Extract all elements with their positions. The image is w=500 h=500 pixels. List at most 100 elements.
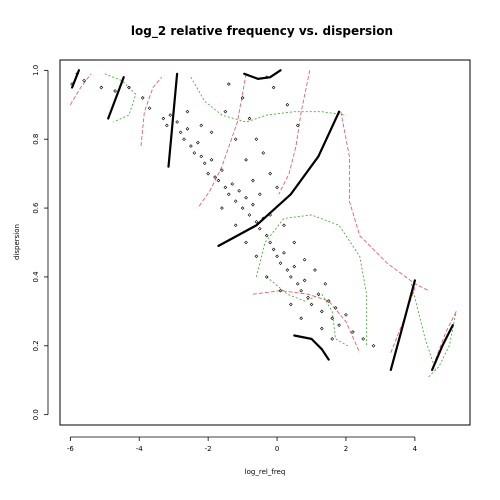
data-point [252,203,255,206]
data-point [186,127,189,130]
data-point [286,103,289,106]
data-point [362,338,365,341]
data-point [248,214,251,217]
red-band-line [341,112,429,291]
data-point [200,124,203,127]
chart-title: log_2 relative frequency vs. dispersion [131,24,393,39]
data-point [231,183,234,186]
data-point [245,158,248,161]
data-point [345,313,348,316]
data-point [176,121,179,124]
data-point [255,138,258,141]
data-point [300,317,303,320]
green-band-line [191,77,346,122]
data-point [227,83,230,86]
data-point [186,110,189,113]
x-tick-label: 0 [275,445,279,453]
data-point [314,269,317,272]
fit-line [169,74,178,167]
data-point [320,310,323,313]
data-point [286,269,289,272]
red-band-line [198,74,246,208]
data-point [245,241,248,244]
data-point [258,227,261,230]
data-point [190,145,193,148]
data-point [162,117,165,120]
data-point [372,344,375,347]
plot-frame [60,60,470,425]
fit-lines [72,70,453,370]
data-point [252,179,255,182]
data-point [193,152,196,155]
x-tick-label: 4 [413,445,418,453]
data-point [100,86,103,89]
y-tick-label: 0.4 [32,271,40,283]
data-point [196,141,199,144]
data-point [210,131,213,134]
fit-line [432,325,453,370]
data-point [210,158,213,161]
y-tick-label: 0.0 [32,409,40,420]
data-point [183,138,186,141]
data-point [331,338,334,341]
data-point [303,258,306,261]
data-point [169,114,172,117]
data-point [265,234,268,237]
data-point [148,107,151,110]
data-point [283,251,286,254]
data-point [283,224,286,227]
x-tick-label: -6 [67,445,75,453]
data-point [234,200,237,203]
data-point [351,331,354,334]
fit-line [391,280,415,370]
data-point [207,172,210,175]
data-point [293,241,296,244]
data-point [320,327,323,330]
data-point [241,207,244,210]
data-point [255,220,258,223]
data-point [224,186,227,189]
data-point [234,224,237,227]
data-point [203,162,206,165]
data-point [248,117,251,120]
data-point [276,186,279,189]
x-axis-label: log_rel_freq [245,468,286,476]
data-point [165,124,168,127]
data-point [114,90,117,93]
data-point [269,172,272,175]
data-point [338,324,341,327]
green-band-line [411,284,435,370]
data-point [279,262,282,265]
green-band-line [267,277,348,346]
data-point [334,307,337,310]
data-point [289,303,292,306]
red-band-line [70,74,91,105]
y-tick-label: 1.0 [32,65,40,76]
fit-line [294,336,328,360]
data-point [245,196,248,199]
data-point [307,296,310,299]
data-point [262,152,265,155]
x-tick-label: -2 [205,445,212,453]
x-tick-label: -4 [136,445,144,453]
y-tick-label: 0.6 [32,202,40,214]
data-point [296,282,299,285]
data-point [303,279,306,282]
data-point [272,86,275,89]
x-axis: -6 -4 -2 0 2 4 [67,437,418,453]
data-point [276,255,279,258]
y-tick-label: 0.2 [32,340,40,351]
x-tick-label: 2 [344,445,348,453]
data-point [289,276,292,279]
red-band-line [141,77,162,146]
data-point [141,96,144,99]
data-point [234,138,237,141]
data-point [300,289,303,292]
data-point [293,265,296,268]
green-band-line [256,215,366,346]
y-axis-label: dispersion [13,224,21,260]
y-tick-label: 0.8 [32,134,40,145]
data-point [310,303,313,306]
data-point [200,155,203,158]
